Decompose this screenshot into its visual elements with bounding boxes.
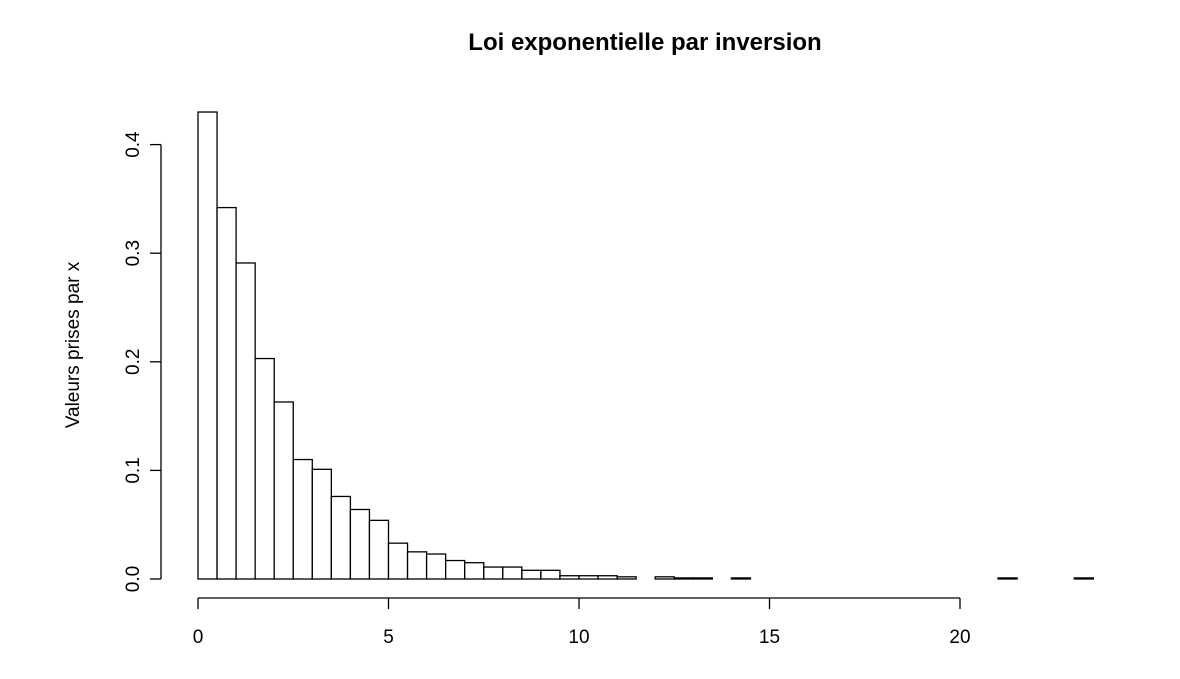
histogram-bar <box>292 458 313 580</box>
histogram-bar <box>254 357 275 580</box>
histogram-bar <box>349 508 371 580</box>
y-tick-label: 0.0 <box>123 566 144 592</box>
histogram-bar <box>654 576 675 580</box>
histogram-bar <box>406 551 428 580</box>
histogram-bar <box>692 577 713 580</box>
y-axis: 0.0 0.1 0.2 0.3 0.4 <box>123 131 162 592</box>
x-tick-label: 10 <box>568 627 589 648</box>
histogram-bar <box>464 562 485 580</box>
histogram-bar <box>197 111 218 580</box>
histogram-bar <box>616 576 637 580</box>
histogram-bar <box>425 553 447 580</box>
y-axis-label: Valeurs prises par x <box>63 261 84 428</box>
y-tick-label: 0.1 <box>123 457 144 483</box>
histogram-bar <box>502 566 523 580</box>
histogram-bar <box>330 495 352 580</box>
histogram-bar <box>1073 577 1095 580</box>
histogram-bar <box>216 206 237 580</box>
histogram-bar <box>273 401 294 580</box>
histogram-bar <box>559 575 580 580</box>
x-tick-label: 5 <box>383 627 394 648</box>
histogram-bars <box>197 111 1095 580</box>
histogram-bar <box>597 575 618 580</box>
x-tick-label: 15 <box>759 627 780 648</box>
y-tick-label: 0.2 <box>123 349 144 375</box>
histogram-bar <box>521 569 542 580</box>
y-tick-label: 0.4 <box>123 131 144 158</box>
histogram-bar <box>368 519 390 580</box>
y-tick-label: 0.3 <box>123 240 144 266</box>
x-tick-label: 20 <box>949 627 970 648</box>
histogram-bar <box>673 577 694 580</box>
x-tick-label: 0 <box>193 627 204 648</box>
histogram-bar <box>311 468 332 580</box>
histogram-bar <box>235 262 256 580</box>
histogram-bar <box>997 577 1018 580</box>
x-axis: 0 5 10 15 20 <box>193 597 971 648</box>
histogram-bar <box>444 559 466 580</box>
histogram-bar <box>540 569 561 580</box>
histogram-bar <box>730 577 752 580</box>
histogram-bar <box>387 542 409 580</box>
histogram-bar <box>483 566 504 580</box>
chart-title: Loi exponentielle par inversion <box>468 29 821 56</box>
histogram-bar <box>578 575 599 580</box>
